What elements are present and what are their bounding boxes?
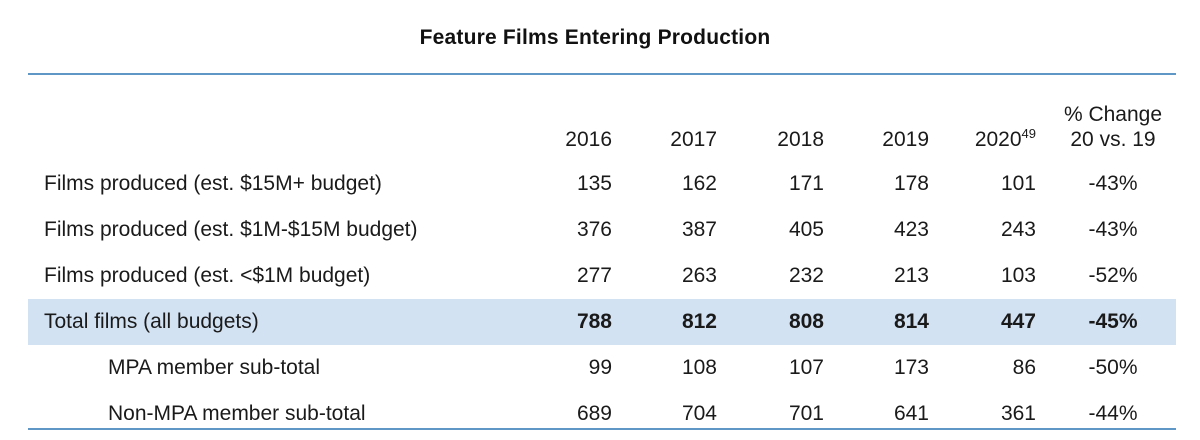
header-year-2017: 2017 — [670, 128, 717, 151]
cell-percent-change: -45% — [1036, 299, 1176, 345]
header-percent-change: % Change 20 vs. 19 — [1036, 75, 1176, 161]
row-label: Films produced (est. $1M-$15M budget) — [44, 218, 418, 241]
header-year-2020-text: 2020 — [974, 128, 1022, 151]
table-row: Films produced (est. $1M-$15M budget) 37… — [28, 207, 1176, 253]
cell-2020: 243 — [1000, 218, 1036, 241]
row-label: Total films (all budgets) — [28, 299, 544, 345]
table-body: Films produced (est. $15M+ budget) 135 1… — [28, 161, 1176, 437]
cell-2017: 263 — [681, 264, 717, 287]
total-row: Total films (all budgets) 788 812 808 81… — [28, 299, 1176, 345]
table-header: 2016 2017 2018 2019 202049 % Change 20 vs… — [28, 75, 1176, 161]
feature-films-table: 2016 2017 2018 2019 202049 % Change 20 vs… — [28, 75, 1176, 437]
cell-2019: 173 — [893, 356, 929, 379]
cell-2017: 704 — [681, 402, 717, 425]
cell-percent-change: -44% — [1088, 402, 1138, 425]
header-label-cell — [28, 75, 544, 161]
cell-2018: 701 — [788, 402, 824, 425]
cell-2016: 99 — [588, 356, 612, 379]
cell-2019: 213 — [893, 264, 929, 287]
cell-2020: 86 — [1012, 356, 1036, 379]
cell-2018: 808 — [717, 299, 824, 345]
cell-2017: 108 — [681, 356, 717, 379]
cell-percent-change: -52% — [1088, 264, 1138, 287]
row-label: Non-MPA member sub-total — [108, 402, 366, 425]
row-label: Films produced (est. <$1M budget) — [44, 264, 371, 287]
cell-2020: 361 — [1000, 402, 1036, 425]
cell-2018: 405 — [788, 218, 824, 241]
header-row: 2016 2017 2018 2019 202049 % Change 20 vs… — [28, 75, 1176, 161]
header-year-2016: 2016 — [565, 128, 612, 151]
cell-2018: 171 — [788, 172, 824, 195]
cell-2018: 232 — [788, 264, 824, 287]
cell-2019: 178 — [893, 172, 929, 195]
cell-2019: 423 — [893, 218, 929, 241]
header-year-2020: 202049 — [929, 75, 1036, 161]
row-label: MPA member sub-total — [108, 356, 321, 379]
cell-2017: 387 — [681, 218, 717, 241]
table-row: Films produced (est. $15M+ budget) 135 1… — [28, 161, 1176, 207]
bottom-rule — [28, 428, 1176, 430]
cell-2016: 135 — [576, 172, 612, 195]
cell-2016: 689 — [576, 402, 612, 425]
header-year-2019: 2019 — [882, 128, 929, 151]
cell-2017: 162 — [681, 172, 717, 195]
header-percent-change-line2: 20 vs. 19 — [1070, 128, 1156, 151]
cell-2016: 277 — [576, 264, 612, 287]
cell-percent-change: -43% — [1088, 218, 1138, 241]
cell-2016: 376 — [576, 218, 612, 241]
row-label: Films produced (est. $15M+ budget) — [44, 172, 382, 195]
cell-2019: 814 — [824, 299, 929, 345]
cell-2020: 101 — [1000, 172, 1036, 195]
cell-percent-change: -43% — [1088, 172, 1138, 195]
cell-2020: 447 — [929, 299, 1036, 345]
header-year-2018: 2018 — [777, 128, 824, 151]
table-row: Non-MPA member sub-total 689 704 701 641… — [28, 391, 1176, 437]
top-rule — [28, 73, 1176, 75]
cell-percent-change: -50% — [1088, 356, 1138, 379]
cell-2018: 107 — [788, 356, 824, 379]
table-row: Films produced (est. <$1M budget) 277 26… — [28, 253, 1176, 299]
cell-2016: 788 — [544, 299, 612, 345]
table-row: MPA member sub-total 99 108 107 173 86 -… — [28, 345, 1176, 391]
cell-2017: 812 — [612, 299, 717, 345]
footnote-marker: 49 — [1021, 126, 1036, 141]
cell-2019: 641 — [893, 402, 929, 425]
table-title: Feature Films Entering Production — [419, 26, 771, 49]
cell-2020: 103 — [1000, 264, 1036, 287]
header-percent-change-line1: % Change — [1063, 103, 1163, 126]
